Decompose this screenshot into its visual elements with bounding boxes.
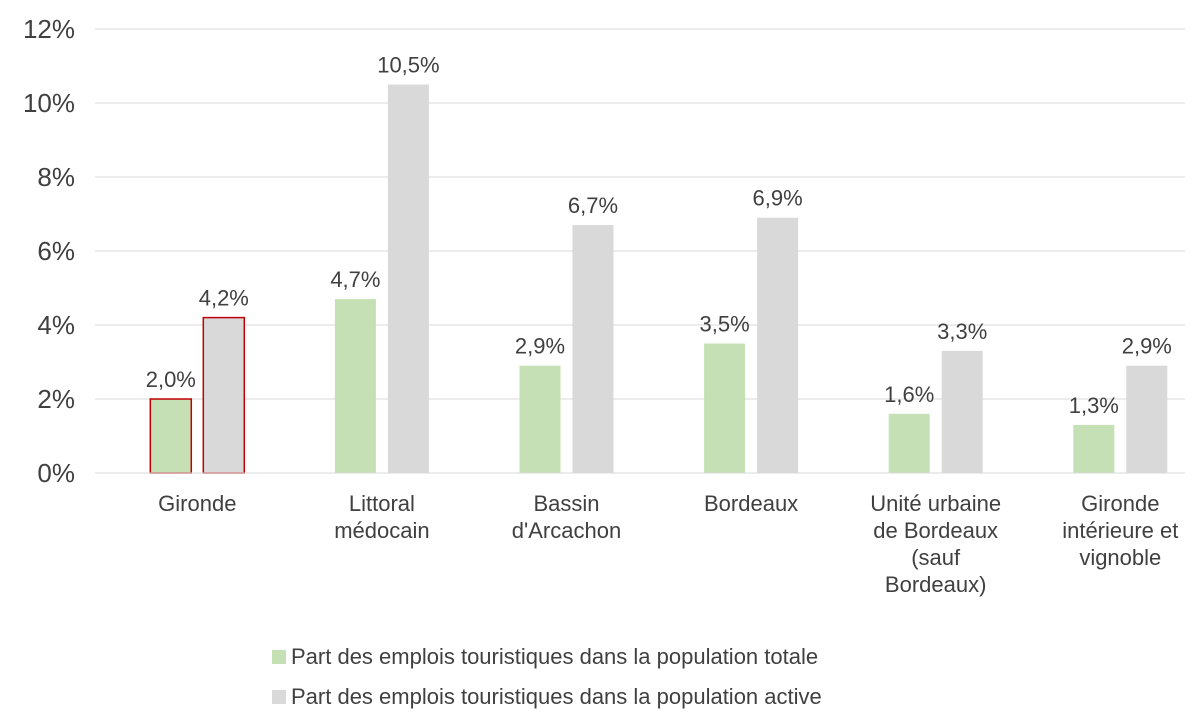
y-tick-label: 0% [37, 458, 75, 488]
y-tick-label: 2% [37, 384, 75, 414]
bar [1073, 424, 1115, 473]
data-label: 2,0% [146, 367, 196, 392]
legend-label: Part des emplois touristiques dans la po… [291, 684, 822, 709]
data-label: 1,6% [884, 382, 934, 407]
x-tick-label: Unité urbaine de Bordeaux (sauf Bordeaux… [870, 491, 1002, 597]
bar [149, 398, 193, 474]
data-label: 3,3% [937, 319, 987, 344]
y-tick-label: 12% [23, 14, 75, 44]
data-label: 4,7% [330, 267, 380, 292]
bar [704, 343, 746, 473]
y-tick-label: 8% [37, 162, 75, 192]
legend-swatch [272, 690, 286, 704]
bar [202, 316, 246, 474]
data-label: 2,9% [1122, 334, 1172, 359]
bar [941, 350, 983, 473]
data-label: 2,9% [515, 334, 565, 359]
data-label: 10,5% [377, 53, 439, 78]
x-tick-label: Gironde intérieure et vignoble [1062, 491, 1179, 570]
y-tick-label: 4% [37, 310, 75, 340]
bar [387, 84, 429, 473]
legend-label: Part des emplois touristiques dans la po… [291, 644, 819, 669]
x-tick-label: Littoral médocain [334, 491, 430, 543]
y-tick-label: 10% [23, 88, 75, 118]
legend-item: Part des emplois touristiques dans la po… [272, 642, 818, 672]
data-label: 6,7% [568, 193, 618, 218]
bar [757, 217, 799, 473]
bar [334, 299, 376, 473]
y-tick-label: 6% [37, 236, 75, 266]
data-label: 4,2% [199, 286, 249, 311]
legend-item: Part des emplois touristiques dans la po… [272, 682, 822, 712]
x-tick-label: Gironde [158, 491, 237, 516]
data-label: 1,3% [1069, 393, 1119, 418]
bar [519, 365, 561, 473]
data-label: 6,9% [753, 186, 803, 211]
bar [1126, 365, 1168, 473]
bar [572, 225, 614, 473]
data-label: 3,5% [700, 312, 750, 337]
legend-swatch [272, 650, 286, 664]
x-tick-label: Bordeaux [704, 491, 799, 516]
x-tick-label: Bassin d'Arcachon [511, 491, 622, 543]
bar [888, 413, 930, 473]
